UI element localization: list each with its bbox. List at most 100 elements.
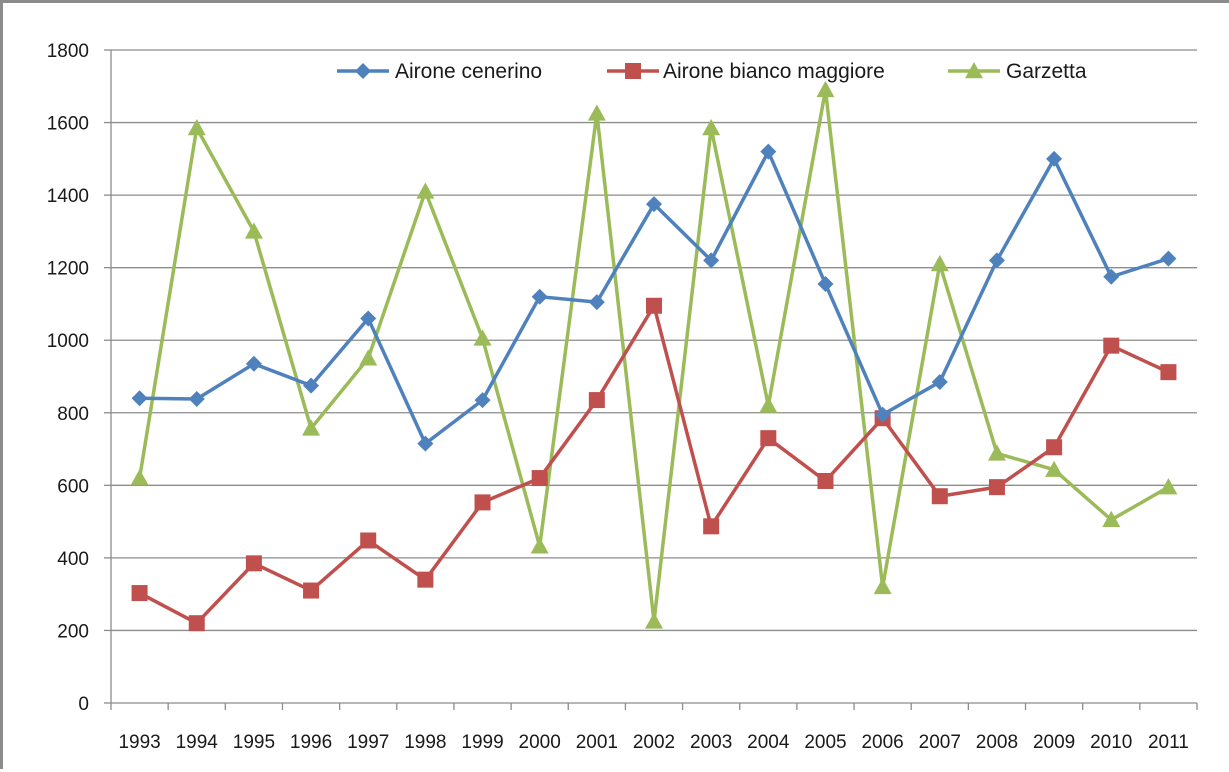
data-point-airone-cenerino	[588, 294, 605, 311]
x-axis-tick-labels: 1993 1994 1995 1996 1997 1998 1999 2000 2001 2002…	[118, 732, 1188, 753]
legend-item-airone-bianco-maggiore: Airone bianco maggiore	[607, 60, 885, 83]
data-point-airone-cenerino	[1103, 268, 1120, 285]
data-point-airone-cenerino	[245, 355, 262, 372]
data-point-airone-bianco-maggiore	[1160, 364, 1177, 381]
x-tick-label: 2011	[1148, 732, 1189, 753]
data-point-garzetta	[473, 329, 492, 346]
data-point-airone-bianco-maggiore	[474, 494, 491, 511]
data-point-airone-cenerino	[188, 390, 205, 407]
data-point-airone-bianco-maggiore	[131, 585, 148, 602]
y-tick-label: 600	[57, 476, 89, 497]
data-point-airone-cenerino	[360, 310, 377, 327]
data-point-garzetta	[645, 612, 663, 629]
x-tick-label: 2009	[1033, 732, 1075, 753]
y-tick-label: 1200	[47, 259, 89, 280]
data-point-airone-cenerino	[931, 373, 948, 390]
x-tick-label: 2001	[576, 732, 618, 753]
data-point-airone-bianco-maggiore	[417, 571, 434, 588]
data-point-airone-cenerino	[131, 390, 148, 407]
x-tick-label: 2006	[861, 732, 903, 753]
data-point-garzetta	[759, 396, 778, 413]
y-tick-label: 1600	[47, 114, 89, 135]
x-tick-label: 2004	[747, 732, 790, 753]
legend-label: Airone bianco maggiore	[663, 60, 885, 83]
series-line-garzetta	[137, 88, 1170, 624]
legend-item-garzetta: Garzetta	[948, 60, 1087, 83]
data-point-airone-cenerino	[474, 392, 491, 409]
data-point-airone-bianco-maggiore	[303, 582, 320, 599]
y-tick-label: 200	[57, 621, 89, 642]
series-airone-cenerino	[131, 143, 1177, 452]
legend-swatch-marker	[625, 63, 641, 79]
data-point-airone-cenerino	[646, 196, 662, 213]
y-tick-label: 1000	[47, 331, 89, 352]
x-tick-label: 1996	[290, 732, 332, 753]
data-point-airone-cenerino	[1046, 150, 1063, 167]
data-point-airone-bianco-maggiore	[988, 479, 1005, 496]
data-point-airone-cenerino	[417, 435, 434, 452]
legend: Airone cenerino Airone bianco maggiore Gar…	[337, 60, 1087, 83]
axes	[104, 49, 1198, 710]
data-point-garzetta	[1102, 510, 1121, 527]
data-point-airone-cenerino	[988, 252, 1005, 269]
data-point-airone-bianco-maggiore	[931, 488, 948, 505]
data-point-garzetta	[587, 104, 606, 121]
data-point-airone-bianco-maggiore	[817, 472, 834, 489]
data-point-airone-cenerino	[817, 275, 834, 292]
x-tick-label: 2005	[804, 732, 846, 753]
data-point-airone-cenerino	[531, 288, 548, 305]
y-tick-label: 1400	[47, 186, 89, 207]
data-point-airone-cenerino	[874, 406, 891, 423]
data-point-airone-bianco-maggiore	[1103, 337, 1120, 354]
data-point-garzetta	[987, 444, 1006, 461]
y-tick-label: 1800	[47, 41, 89, 62]
y-axis-tick-labels: 0 200 400 600 800 1000 1200 1400 1600 1800	[47, 41, 89, 715]
data-point-airone-cenerino	[1160, 250, 1177, 267]
data-point-airone-bianco-maggiore	[531, 470, 548, 487]
data-point-garzetta	[359, 349, 378, 366]
y-tick-label: 400	[57, 549, 89, 570]
series-garzetta	[130, 80, 1178, 629]
x-tick-label: 2003	[690, 732, 732, 753]
data-point-garzetta	[1159, 478, 1178, 495]
x-tick-label: 2010	[1090, 732, 1132, 753]
legend-item-airone-cenerino: Airone cenerino	[337, 60, 542, 83]
data-point-garzetta	[187, 118, 206, 136]
data-point-airone-bianco-maggiore	[646, 297, 662, 314]
legend-label: Garzetta	[1006, 60, 1087, 83]
data-point-garzetta	[130, 469, 149, 486]
data-point-garzetta	[530, 537, 549, 554]
data-point-garzetta	[702, 118, 721, 136]
x-tick-label: 2000	[519, 732, 561, 753]
data-point-airone-cenerino	[760, 143, 777, 160]
series-airone-bianco-maggiore	[131, 297, 1177, 632]
data-point-airone-bianco-maggiore	[760, 430, 777, 447]
data-point-garzetta	[1045, 460, 1064, 477]
data-point-garzetta	[816, 80, 835, 98]
data-point-garzetta	[873, 577, 892, 595]
data-point-airone-bianco-maggiore	[703, 518, 720, 535]
x-tick-label: 1994	[176, 732, 219, 753]
data-point-garzetta	[416, 182, 435, 199]
x-tick-label: 1998	[404, 732, 446, 753]
series-layer	[130, 80, 1178, 632]
x-tick-label: 2007	[919, 732, 961, 753]
x-tick-label: 1993	[118, 732, 160, 753]
series-line-airone-bianco-maggiore	[138, 304, 1170, 625]
data-point-airone-cenerino	[303, 377, 320, 394]
data-point-garzetta	[244, 222, 263, 239]
y-tick-label: 0	[78, 694, 89, 715]
data-point-garzetta	[302, 419, 321, 436]
y-tick-label: 800	[57, 404, 89, 425]
legend-swatch-marker	[965, 62, 983, 79]
data-point-airone-bianco-maggiore	[1046, 439, 1063, 456]
data-point-airone-bianco-maggiore	[360, 532, 377, 549]
data-point-airone-bianco-maggiore	[588, 392, 605, 409]
x-tick-label: 2002	[633, 732, 675, 753]
x-tick-label: 1995	[233, 732, 275, 753]
line-chart: 0 200 400 600 800 1000 1200 1400 1600 1800 1993 19…	[47, 41, 1198, 753]
data-point-airone-bianco-maggiore	[245, 555, 262, 572]
data-point-airone-bianco-maggiore	[188, 615, 205, 632]
x-tick-label: 2008	[976, 732, 1018, 753]
